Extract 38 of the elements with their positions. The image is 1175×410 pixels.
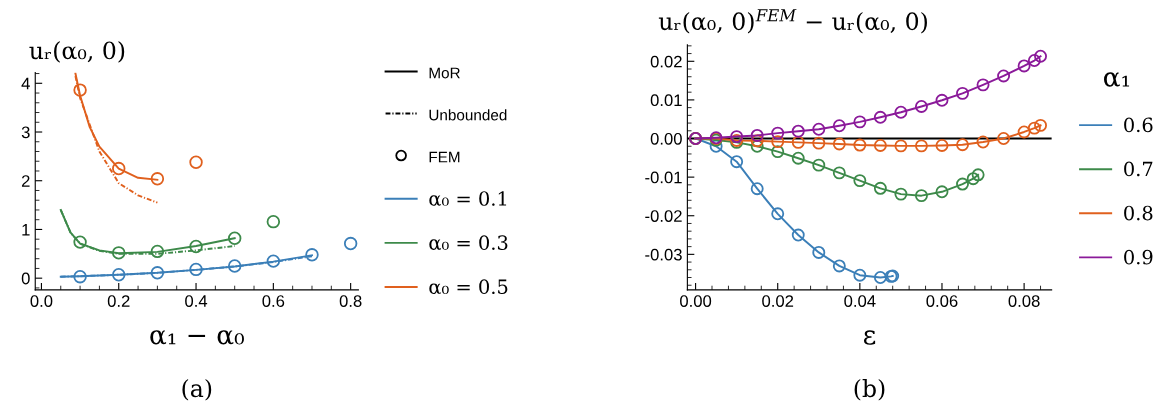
x-tick-label: 0.08 [1008, 295, 1040, 307]
x-tick-label: 0.04 [844, 295, 876, 307]
x-tick-label: 0.2 [107, 295, 130, 307]
y-axis-title: uᵣ(α₀, 0) [29, 41, 125, 63]
x-tick-label: 0.02 [762, 295, 794, 307]
legend-label: 0.7 [1124, 161, 1153, 177]
y-axis-title: uᵣ(α₀, 0)$^{FEM}$ − uᵣ(α₀, 0) [658, 9, 927, 34]
x-tick-label: 0.4 [185, 295, 208, 307]
y-tick-label: 0.02 [650, 55, 682, 68]
y-tick-label: 0.00 [650, 132, 682, 145]
x-tick-label: 0.06 [926, 295, 958, 307]
x-tick-label: 0.00 [680, 295, 712, 307]
y-tick-label: 2 [21, 175, 30, 187]
legend-label: α₀ = 0.1 [429, 191, 507, 206]
x-tick-label: 0.0 [30, 295, 53, 307]
x-axis-title: ε [863, 330, 876, 345]
x-tick-label: 0.8 [339, 295, 362, 307]
text: MoR [429, 67, 460, 79]
legend-label: 0.9 [1124, 249, 1153, 265]
text: FEM [429, 151, 460, 163]
y-tick-label: 0.01 [650, 94, 682, 107]
legend-label: 0.6 [1124, 117, 1153, 133]
text: (a) [182, 378, 212, 401]
legend-label: 0.8 [1124, 205, 1153, 221]
x-tick-label: 0.6 [262, 295, 285, 307]
y-tick-label: -0.03 [645, 248, 682, 261]
text: Unbounded [429, 109, 507, 121]
legend-title: α₁ [1104, 72, 1130, 87]
legend-label: α₀ = 0.5 [429, 279, 508, 295]
legend-label: α₀ = 0.3 [429, 235, 508, 250]
x-axis-title: α₁ − α₀ [150, 330, 244, 345]
y-tick-label: -0.02 [645, 210, 682, 222]
y-tick-label: -0.01 [645, 171, 682, 184]
y-tick-label: 3 [21, 126, 30, 139]
y-tick-label: 1 [22, 224, 30, 236]
y-tick-label: 4 [21, 77, 30, 90]
y-tick-label: 0 [21, 272, 30, 285]
text: (b) [854, 378, 885, 401]
